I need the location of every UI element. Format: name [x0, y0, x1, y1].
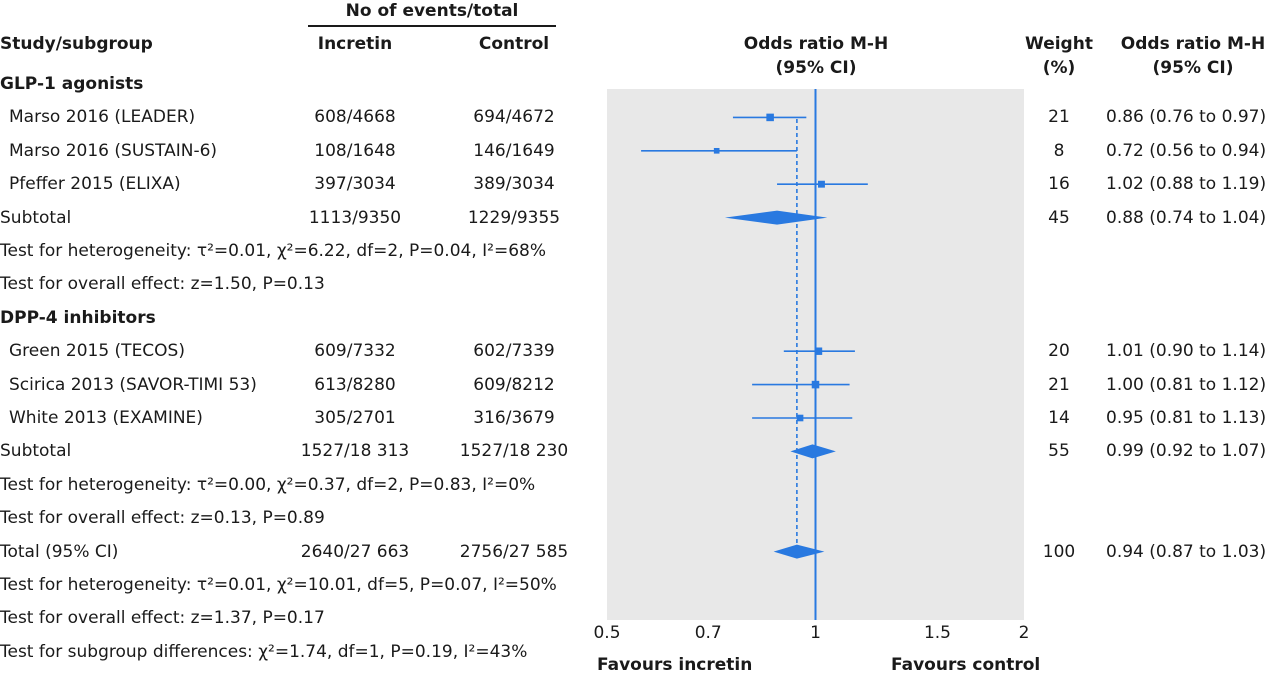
- odds-ratio-ci-text: 1.00 (0.81 to 1.12): [1106, 374, 1267, 395]
- weight-value: 45: [1048, 207, 1070, 228]
- x-tick-label: 0.5: [593, 623, 620, 643]
- control-events: 146/1649: [473, 140, 555, 161]
- control-events: 1229/9355: [467, 207, 561, 228]
- incretin-events: 2640/27 663: [300, 541, 410, 562]
- weight-value: 100: [1042, 541, 1076, 562]
- odds-ratio-value-header: Odds ratio M-H: [1120, 34, 1266, 54]
- favours-control-label: Favours control: [891, 655, 1041, 675]
- events-header-rule: [308, 25, 556, 27]
- study-column-header: Study/subgroup: [0, 34, 153, 54]
- study-label: Marso 2016 (LEADER): [9, 107, 196, 128]
- point-estimate-square: [818, 180, 825, 188]
- odds-ratio-ci-text: 0.95 (0.81 to 1.13): [1106, 408, 1267, 428]
- favours-incretin-label: Favours incretin: [597, 655, 753, 675]
- point-estimate-square: [814, 347, 823, 355]
- incretin-events: 608/4668: [314, 107, 396, 128]
- subtotal-label: Total (95% CI): [0, 541, 119, 562]
- incretin-events: 108/1648: [314, 140, 396, 161]
- control-events: 1527/18 230: [459, 441, 569, 462]
- incretin-events: 305/2701: [314, 408, 396, 428]
- incretin-events: 613/8280: [314, 374, 396, 395]
- control-events: 316/3679: [473, 408, 555, 428]
- study-label: Scirica 2013 (SAVOR-TIMI 53): [9, 374, 257, 395]
- control-events: 694/4672: [473, 107, 555, 128]
- weight-value: 8: [1053, 140, 1065, 161]
- weight-value: 16: [1048, 174, 1070, 195]
- subgroup-heading: GLP-1 agonists: [0, 74, 144, 94]
- weight-column-unit: (%): [1042, 58, 1076, 78]
- test-statistic-note: Test for heterogeneity: τ²=0.01, χ²=6.22…: [0, 241, 547, 261]
- weight-value: 21: [1048, 374, 1070, 395]
- test-statistic-note: Test for heterogeneity: τ²=0.00, χ²=0.37…: [0, 474, 536, 495]
- test-statistic-note: Test for heterogeneity: τ²=0.01, χ²=10.0…: [0, 575, 557, 595]
- incretin-events: 1527/18 313: [300, 441, 410, 462]
- pooled-estimate-diamond: [773, 544, 825, 559]
- pooled-estimate-diamond: [790, 444, 836, 459]
- test-statistic-note: Test for overall effect: z=1.37, P=0.17: [0, 608, 325, 629]
- subtotal-label: Subtotal: [0, 441, 72, 462]
- weight-value: 20: [1048, 341, 1070, 362]
- pooled-estimate-diamond: [724, 210, 828, 225]
- subgroup-heading: DPP-4 inhibitors: [0, 307, 156, 328]
- incretin-events: 397/3034: [314, 174, 396, 195]
- odds-ratio-ci-text: 0.72 (0.56 to 0.94): [1106, 140, 1267, 161]
- study-label: Marso 2016 (SUSTAIN-6): [9, 140, 218, 161]
- x-tick-label: 2: [1019, 623, 1030, 643]
- incretin-events: 609/7332: [314, 341, 396, 362]
- study-label: White 2013 (EXAMINE): [9, 408, 203, 428]
- control-column-header: Control: [478, 34, 550, 54]
- odds-ratio-ci-text: 0.86 (0.76 to 0.97): [1106, 107, 1267, 128]
- point-estimate-square: [766, 113, 774, 122]
- test-statistic-note: Test for overall effect: z=1.50, P=0.13: [0, 274, 325, 295]
- point-estimate-square: [811, 380, 820, 389]
- test-statistic-note: Test for overall effect: z=0.13, P=0.89: [0, 508, 325, 529]
- odds-ratio-ci-text: 0.88 (0.74 to 1.04): [1106, 207, 1267, 228]
- odds-ratio-ci-text: 0.94 (0.87 to 1.03): [1106, 541, 1267, 562]
- point-estimate-square: [796, 414, 804, 422]
- events-group-header: No of events/total: [345, 1, 519, 21]
- point-estimate-square: [713, 147, 720, 154]
- control-events: 602/7339: [473, 341, 555, 362]
- odds-ratio-value-header-ci: (95% CI): [1152, 58, 1234, 78]
- x-tick-label: 1: [810, 623, 821, 643]
- odds-ratio-ci-text: 1.02 (0.88 to 1.19): [1106, 174, 1267, 195]
- weight-value: 55: [1048, 441, 1070, 462]
- odds-ratio-ci-text: 0.99 (0.92 to 1.07): [1106, 441, 1267, 462]
- incretin-events: 1113/9350: [308, 207, 402, 228]
- odds-ratio-plot-header: Odds ratio M-H: [743, 34, 889, 54]
- x-tick-label: 1.5: [924, 623, 951, 643]
- weight-value: 14: [1048, 408, 1070, 428]
- weight-column-header: Weight: [1025, 34, 1093, 54]
- control-events: 2756/27 585: [459, 541, 569, 562]
- test-statistic-note: Test for subgroup differences: χ²=1.74, …: [0, 641, 528, 662]
- control-events: 609/8212: [473, 374, 555, 395]
- x-tick-label: 0.7: [695, 623, 722, 643]
- odds-ratio-plot-header-ci: (95% CI): [775, 58, 857, 78]
- study-label: Green 2015 (TECOS): [9, 341, 185, 362]
- study-label: Pfeffer 2015 (ELIXA): [9, 174, 181, 195]
- odds-ratio-ci-text: 1.01 (0.90 to 1.14): [1106, 341, 1267, 362]
- weight-value: 21: [1048, 107, 1070, 128]
- incretin-column-header: Incretin: [317, 34, 393, 54]
- subtotal-label: Subtotal: [0, 207, 72, 228]
- control-events: 389/3034: [473, 174, 555, 195]
